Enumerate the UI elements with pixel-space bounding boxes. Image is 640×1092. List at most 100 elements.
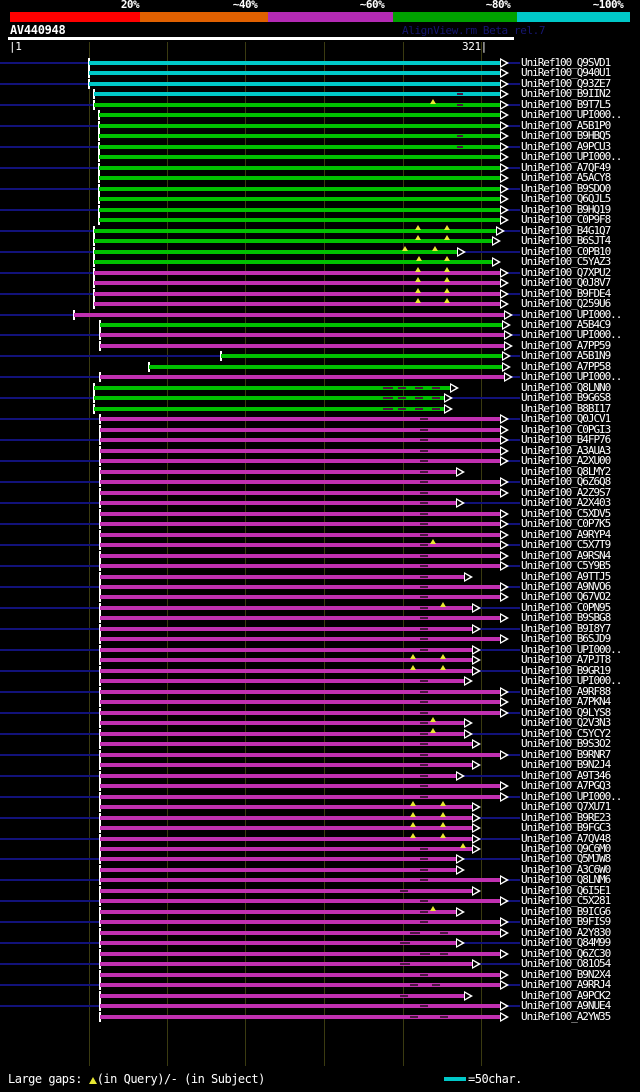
hit-label[interactable]: UniRef100_C0P9F8 (521, 213, 611, 227)
hit-label[interactable]: UniRef100_A7PGQ3 (521, 779, 611, 793)
alignment-bar[interactable] (94, 249, 458, 254)
alignment-bar[interactable] (100, 773, 457, 778)
alignment-row[interactable] (0, 204, 520, 215)
alignment-bar[interactable] (94, 281, 501, 286)
alignment-bar[interactable] (100, 448, 501, 453)
hit-label[interactable]: UniRef100_A7QV48 (521, 831, 611, 845)
hit-label[interactable]: UniRef100_A9PCK2 (521, 988, 611, 1002)
hit-label[interactable]: UniRef100_A7PKN4 (521, 695, 611, 709)
hit-label[interactable]: UniRef100_B4G1Q7 (521, 223, 611, 237)
alignment-bar[interactable] (94, 270, 501, 275)
alignment-row[interactable] (0, 843, 520, 854)
hit-label[interactable]: UniRef100_B9I8Y7 (521, 621, 611, 635)
alignment-bar[interactable] (100, 763, 473, 768)
alignment-row[interactable] (0, 811, 520, 823)
alignment-bar[interactable] (99, 218, 501, 223)
alignment-bar[interactable] (99, 176, 501, 181)
alignment-row[interactable] (0, 969, 520, 980)
alignment-bar[interactable] (100, 469, 457, 474)
hit-label[interactable]: UniRef100_Q6QJL5 (521, 192, 611, 206)
hit-label[interactable]: UniRef100_A3AUA3 (521, 443, 611, 457)
alignment-bar[interactable] (94, 396, 445, 401)
alignment-row[interactable] (0, 277, 520, 289)
alignment-bar[interactable] (94, 291, 501, 296)
alignment-bar[interactable] (100, 784, 501, 789)
hit-label[interactable]: UniRef100_UPI000.. (521, 789, 622, 803)
alignment-bar[interactable] (100, 867, 457, 872)
hit-label[interactable]: UniRef100_A9RRJ4 (521, 978, 611, 992)
hit-label[interactable]: UniRef100_B9HQ19 (521, 202, 611, 216)
hit-label[interactable]: UniRef100_Q93ZE7 (521, 76, 611, 90)
hit-label[interactable]: UniRef100_B9FIS9 (521, 915, 611, 929)
alignment-row[interactable] (0, 623, 520, 634)
alignment-bar[interactable] (100, 752, 501, 757)
hit-label[interactable]: UniRef100_B6SJT4 (521, 234, 611, 248)
alignment-bar[interactable] (100, 909, 457, 914)
alignment-row[interactable] (0, 864, 520, 875)
hit-label[interactable]: UniRef100_A2Z9S7 (521, 485, 611, 499)
alignment-bar[interactable] (89, 61, 501, 65)
alignment-bar[interactable] (100, 930, 501, 935)
hit-label[interactable]: UniRef100_UPI000.. (521, 150, 622, 164)
hit-label[interactable]: UniRef100_A5ACY8 (521, 171, 611, 185)
hit-label[interactable]: UniRef100_Q6ZC30 (521, 946, 611, 960)
hit-label[interactable]: UniRef100_A2YW35 (521, 1009, 611, 1023)
alignment-bar[interactable] (100, 815, 473, 820)
alignment-bar[interactable] (99, 197, 501, 202)
alignment-row[interactable] (0, 98, 520, 110)
alignment-row[interactable] (0, 885, 520, 896)
alignment-row[interactable] (0, 68, 520, 79)
alignment-row[interactable] (0, 89, 520, 100)
alignment-row[interactable] (0, 770, 520, 781)
hit-label[interactable]: UniRef100_B9HBQ5 (521, 129, 611, 143)
hit-label[interactable]: UniRef100_C5X281 (521, 894, 611, 908)
hit-label[interactable]: UniRef100_A9NVO6 (521, 580, 611, 593)
alignment-row[interactable] (0, 456, 520, 467)
alignment-bar[interactable] (100, 1014, 501, 1019)
hit-label[interactable]: UniRef100_Q8LNN0 (521, 380, 611, 394)
alignment-bar[interactable] (100, 647, 473, 652)
alignment-row[interactable] (0, 990, 520, 1001)
alignment-bar[interactable] (100, 826, 473, 831)
alignment-row[interactable] (0, 760, 520, 771)
alignment-bar[interactable] (100, 857, 457, 862)
hit-label[interactable]: UniRef100_B9G6S8 (521, 391, 611, 405)
alignment-bar[interactable] (100, 616, 501, 621)
alignment-row[interactable] (0, 664, 520, 676)
alignment-bar[interactable] (100, 522, 501, 527)
alignment-row[interactable] (0, 749, 520, 760)
hit-label[interactable]: UniRef100_Q0J8V7 (521, 276, 611, 290)
alignment-row[interactable] (0, 414, 520, 425)
alignment-row[interactable] (0, 822, 520, 834)
alignment-row[interactable] (0, 266, 520, 278)
hit-label[interactable]: UniRef100_Q5MJW8 (521, 852, 611, 866)
alignment-row[interactable] (0, 309, 520, 320)
alignment-bar[interactable] (100, 1004, 501, 1009)
hit-label[interactable]: UniRef100_B9ICG6 (521, 904, 611, 918)
alignment-bar[interactable] (100, 626, 473, 631)
hit-label[interactable]: UniRef100_Q6I5E1 (521, 883, 611, 897)
alignment-row[interactable] (0, 173, 520, 184)
alignment-bar[interactable] (94, 302, 501, 307)
alignment-bar[interactable] (100, 983, 501, 988)
alignment-row[interactable] (0, 875, 520, 886)
alignment-row[interactable] (0, 561, 520, 572)
alignment-row[interactable] (0, 131, 520, 142)
alignment-bar[interactable] (94, 239, 493, 244)
alignment-bar[interactable] (100, 962, 473, 967)
hit-label[interactable]: UniRef100_A9TTJ5 (521, 569, 611, 583)
hit-label[interactable]: UniRef100_Q8LNM6 (521, 873, 611, 887)
alignment-bar[interactable] (100, 543, 501, 548)
hit-label[interactable]: UniRef100_B8BI17 (521, 401, 611, 415)
alignment-row[interactable] (0, 896, 520, 907)
hit-label[interactable]: UniRef100_Q8LMY2 (521, 464, 611, 478)
alignment-bar[interactable] (100, 721, 465, 726)
hit-label[interactable]: UniRef100_B9SDO0 (521, 181, 611, 195)
alignment-row[interactable] (0, 582, 520, 592)
alignment-row[interactable] (0, 592, 520, 603)
alignment-row[interactable] (0, 801, 520, 813)
alignment-bar[interactable] (94, 385, 451, 390)
alignment-bar[interactable] (100, 899, 501, 904)
alignment-bar[interactable] (99, 155, 501, 160)
alignment-bar[interactable] (100, 333, 505, 338)
